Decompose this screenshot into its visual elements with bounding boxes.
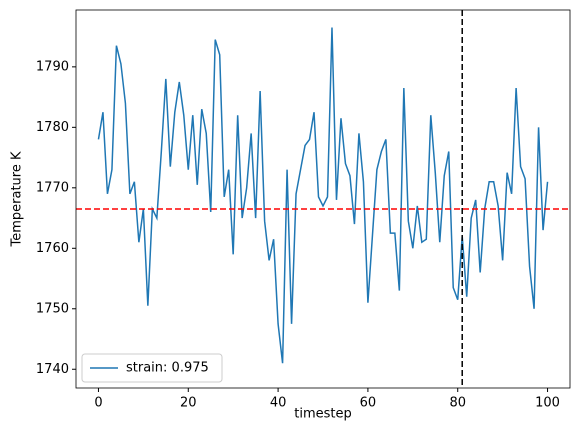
legend-label: strain: 0.975 [126, 361, 209, 376]
y-tick-label: 1780 [36, 120, 69, 135]
y-tick-label: 1760 [36, 241, 69, 256]
y-tick-label: 1740 [36, 362, 69, 377]
y-tick-label: 1770 [36, 180, 69, 195]
y-axis-label: Temperature K [10, 151, 25, 247]
plot-frame [75, 9, 571, 389]
x-tick-label: 20 [180, 396, 197, 411]
x-tick-label: 0 [94, 396, 102, 411]
y-tick-label: 1790 [36, 59, 69, 74]
x-tick-label: 80 [449, 396, 466, 411]
data-line [97, 27, 549, 364]
x-tick-label: 60 [360, 396, 377, 411]
legend-box [81, 353, 223, 383]
x-tick-label: 100 [535, 396, 560, 411]
y-tick-label: 1750 [36, 301, 69, 316]
x-axis-label: timestep [294, 407, 352, 422]
x-tick-label: 40 [270, 396, 287, 411]
